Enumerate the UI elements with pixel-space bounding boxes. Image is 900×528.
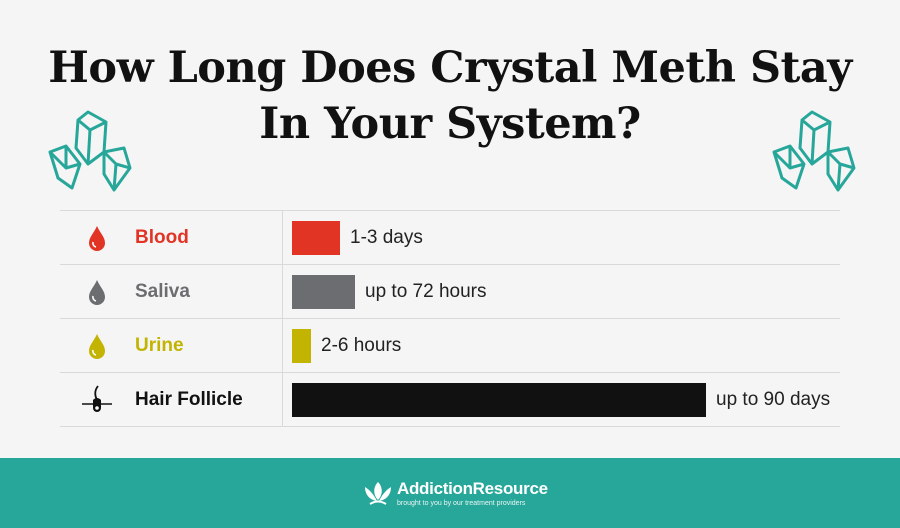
row-label-hair-follicle: Hair Follicle [135,389,243,410]
bar-value-hair-follicle: up to 90 days [716,389,831,410]
urine-drop-icon [89,334,105,359]
table-row: Urine 2-6 hours [60,318,840,372]
page-title: How Long Does Crystal Meth Stay In Your … [0,40,900,152]
table-row: Saliva up to 72 hours [60,264,840,318]
title-line-1: How Long Does Crystal Meth Stay [48,43,852,93]
table-row: Blood 1-3 days [60,210,840,264]
bar-value-urine: 2-6 hours [321,335,402,356]
bar-value-blood: 1-3 days [350,227,423,248]
brand-tagline: brought to you by our treatment provider… [397,500,526,507]
blood-drop-icon [89,226,105,251]
row-label-blood: Blood [135,227,189,248]
crystal-icon [48,110,132,192]
bar-blood [292,221,340,255]
column-divider [282,210,283,427]
footer-banner: AddictionResource brought to you by our … [0,458,900,528]
lotus-logo-icon [365,482,391,505]
bar-value-saliva: up to 72 hours [365,281,487,302]
brand-name: AddictionResource [397,479,548,498]
crystal-icon [772,110,856,192]
title-line-2: In Your System? [259,99,641,149]
table-row: Hair Follicle up to 90 days [60,372,840,427]
bar-urine [292,329,311,363]
bar-hair-follicle [292,383,706,417]
saliva-drop-icon [89,280,105,305]
bar-saliva [292,275,355,309]
row-label-urine: Urine [135,335,184,356]
detection-table: Blood 1-3 days Saliva up to 72 hours Uri… [60,210,840,427]
row-label-saliva: Saliva [135,281,190,302]
hair-follicle-icon [82,385,112,412]
